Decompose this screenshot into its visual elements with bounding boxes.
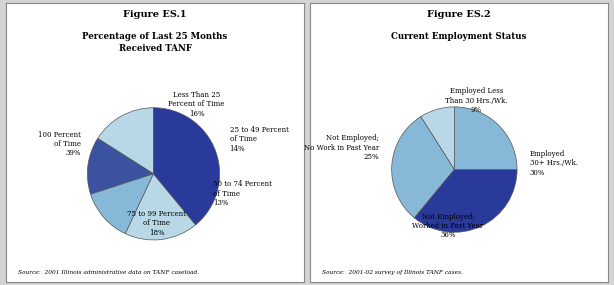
Wedge shape: [98, 108, 154, 174]
Text: Source:  2001-02 survey of Illinois TANF cases.: Source: 2001-02 survey of Illinois TANF …: [322, 270, 463, 275]
Wedge shape: [392, 117, 454, 218]
Text: Figure ES.1: Figure ES.1: [123, 10, 187, 19]
Text: 100 Percent
of Time
39%: 100 Percent of Time 39%: [38, 131, 81, 157]
Text: 50 to 74 Percent
of Time
13%: 50 to 74 Percent of Time 13%: [213, 180, 272, 207]
Text: Not Employed;
Worked in Past Year
36%: Not Employed; Worked in Past Year 36%: [413, 213, 484, 239]
Wedge shape: [91, 174, 154, 234]
Text: Percentage of Last 25 Months
Received TANF: Percentage of Last 25 Months Received TA…: [82, 32, 228, 53]
Text: Current Employment Status: Current Employment Status: [391, 32, 527, 41]
Text: 25 to 49 Percent
of Time
14%: 25 to 49 Percent of Time 14%: [230, 126, 289, 153]
Text: Less Than 25
Percent of Time
16%: Less Than 25 Percent of Time 16%: [168, 91, 225, 118]
Text: Employed
30+ Hrs./Wk.
30%: Employed 30+ Hrs./Wk. 30%: [530, 150, 578, 176]
Wedge shape: [421, 107, 454, 170]
Text: Figure ES.2: Figure ES.2: [427, 10, 491, 19]
Wedge shape: [454, 107, 517, 170]
Wedge shape: [414, 170, 517, 232]
Wedge shape: [125, 174, 196, 240]
Text: Source:  2001 Illinois administrative data on TANF caseload.: Source: 2001 Illinois administrative dat…: [18, 270, 199, 275]
Wedge shape: [87, 139, 154, 194]
Text: Not Employed;
No Work in Past Year
25%: Not Employed; No Work in Past Year 25%: [304, 135, 379, 161]
Wedge shape: [154, 108, 220, 225]
Text: 75 to 99 Percent
of Time
18%: 75 to 99 Percent of Time 18%: [127, 210, 186, 237]
Text: Employed Less
Than 30 Hrs./Wk.
9%: Employed Less Than 30 Hrs./Wk. 9%: [445, 87, 508, 114]
